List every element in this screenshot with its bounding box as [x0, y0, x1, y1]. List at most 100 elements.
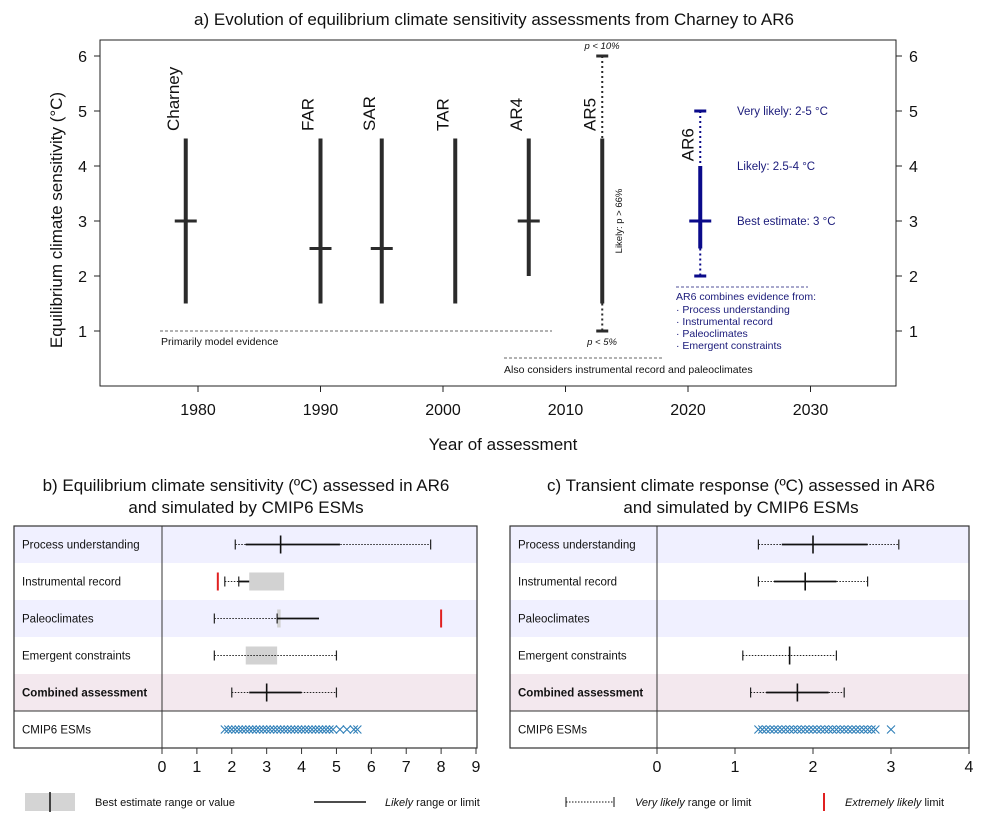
ar6-combines-item: · Process understanding: [676, 304, 790, 316]
esm-marker: [820, 725, 830, 734]
esm-marker: [757, 725, 767, 734]
tar-label: TAR: [433, 98, 452, 131]
ar5-likely-label: Likely: p > 66%: [614, 188, 625, 253]
esm-marker: [765, 725, 775, 734]
esm-marker: [781, 725, 791, 734]
row-label-shade: [510, 600, 657, 637]
esm-marker: [863, 725, 872, 734]
legend: Best estimate range or value Likely rang…: [25, 792, 944, 812]
panel-b-title: b) Equilibrium climate sensitivity (ºC) …: [43, 476, 450, 495]
esm-marker: [311, 725, 320, 734]
esm-marker: [304, 725, 313, 734]
esm-marker: [886, 725, 896, 734]
esm-marker: [234, 725, 244, 734]
row-shade: [162, 600, 477, 637]
row-label: Process understanding: [518, 540, 636, 552]
panel-a-left-y-ticks: 1 2 3 4 5 6: [78, 49, 100, 341]
x-tick-label: 0: [158, 759, 167, 776]
row-label-shade: [14, 674, 162, 711]
y-tick-label: 3: [78, 214, 87, 231]
esm-marker: [804, 725, 814, 734]
panel-c-tcr-lines-of-evidence: c) Transient climate response (ºC) asses…: [509, 476, 974, 776]
esm-marker: [777, 725, 787, 734]
esm-marker: [283, 725, 292, 734]
esm-marker: [258, 725, 268, 734]
ar6-label: AR6: [678, 128, 697, 161]
esm-marker: [847, 725, 857, 734]
x-tick-label: 3: [262, 759, 271, 776]
esm-marker: [255, 725, 265, 734]
x-tick-label: 6: [367, 759, 376, 776]
esm-marker: [272, 725, 282, 734]
panel-c-title: and simulated by CMIP6 ESMs: [623, 498, 858, 517]
esm-marker: [352, 725, 362, 734]
row-label-shade: [510, 637, 657, 674]
esm-marker: [824, 725, 833, 734]
y-tick-label: 3: [909, 214, 918, 231]
legend-best-label: Best estimate range or value: [95, 797, 235, 809]
row-shade: [657, 600, 969, 637]
x-tick-label: 1990: [303, 402, 339, 419]
row-shade: [162, 563, 477, 600]
row-label: Process understanding: [22, 540, 140, 552]
esm-marker: [290, 725, 299, 734]
row-label: Emergent constraints: [22, 651, 131, 663]
esm-marker: [251, 725, 261, 734]
primarily-model-evidence-label: Primarily model evidence: [161, 336, 278, 348]
esm-marker: [773, 725, 783, 734]
esm-marker: [220, 725, 230, 734]
ar6-combines-title: AR6 combines evidence from:: [676, 291, 816, 303]
row-label: Combined assessment: [22, 688, 147, 700]
esm-marker: [241, 725, 251, 734]
ar6-best-estimate-text: Best estimate: 3 °C: [737, 216, 836, 228]
esm-marker: [843, 725, 853, 734]
best-estimate-box: [245, 646, 278, 665]
row-label-shade: [14, 600, 162, 637]
esm-marker: [293, 725, 303, 734]
esm-marker: [265, 725, 275, 734]
esm-marker: [816, 725, 826, 734]
esm-marker: [867, 725, 876, 734]
esm-marker: [262, 725, 272, 734]
esm-marker: [855, 725, 865, 734]
y-tick-label: 5: [909, 104, 918, 121]
esm-marker: [832, 725, 841, 734]
esm-marker: [839, 725, 849, 734]
row-label: Paleoclimates: [518, 614, 590, 626]
x-tick-label: 9: [472, 759, 481, 776]
esm-marker: [325, 725, 334, 734]
legend-likely-label: Likely range or limit: [385, 797, 480, 809]
esm-marker: [871, 725, 880, 734]
legend-very-likely-label: Very likely range or limit: [635, 797, 751, 809]
legend-extremely-likely-label: Extremely likely limit: [845, 797, 944, 809]
esm-marker: [279, 725, 289, 734]
x-tick-label: 2: [809, 759, 818, 776]
row-label-shade: [14, 637, 162, 674]
esm-marker: [237, 725, 247, 734]
esm-marker: [349, 725, 359, 734]
esm-marker: [318, 725, 327, 734]
esm-marker: [812, 725, 822, 734]
esm-marker: [335, 725, 345, 734]
y-tick-label: 5: [78, 104, 87, 121]
esm-marker: [851, 725, 861, 734]
best-estimate-box: [249, 572, 285, 591]
esm-marker: [800, 725, 810, 734]
y-tick-label: 6: [78, 49, 87, 66]
row-label-shade: [510, 563, 657, 600]
esm-marker: [828, 725, 837, 734]
sar-label: SAR: [360, 96, 379, 131]
charney-label: Charney: [164, 66, 183, 131]
panel-a-assessment-bars: Charney FAR SAR TAR AR4 AR5 AR6: [164, 54, 712, 333]
x-tick-label: 2030: [793, 402, 829, 419]
panel-c-title: c) Transient climate response (ºC) asses…: [547, 476, 935, 495]
esm-marker: [244, 725, 254, 734]
row-label-shade: [14, 563, 162, 600]
x-tick-label: 2020: [670, 402, 706, 419]
esm-marker: [227, 725, 237, 734]
x-tick-label: 2: [227, 759, 236, 776]
row-label-shade: [14, 526, 162, 563]
ar6-combines-item: · Emergent constraints: [676, 340, 782, 352]
esm-marker: [793, 725, 802, 734]
